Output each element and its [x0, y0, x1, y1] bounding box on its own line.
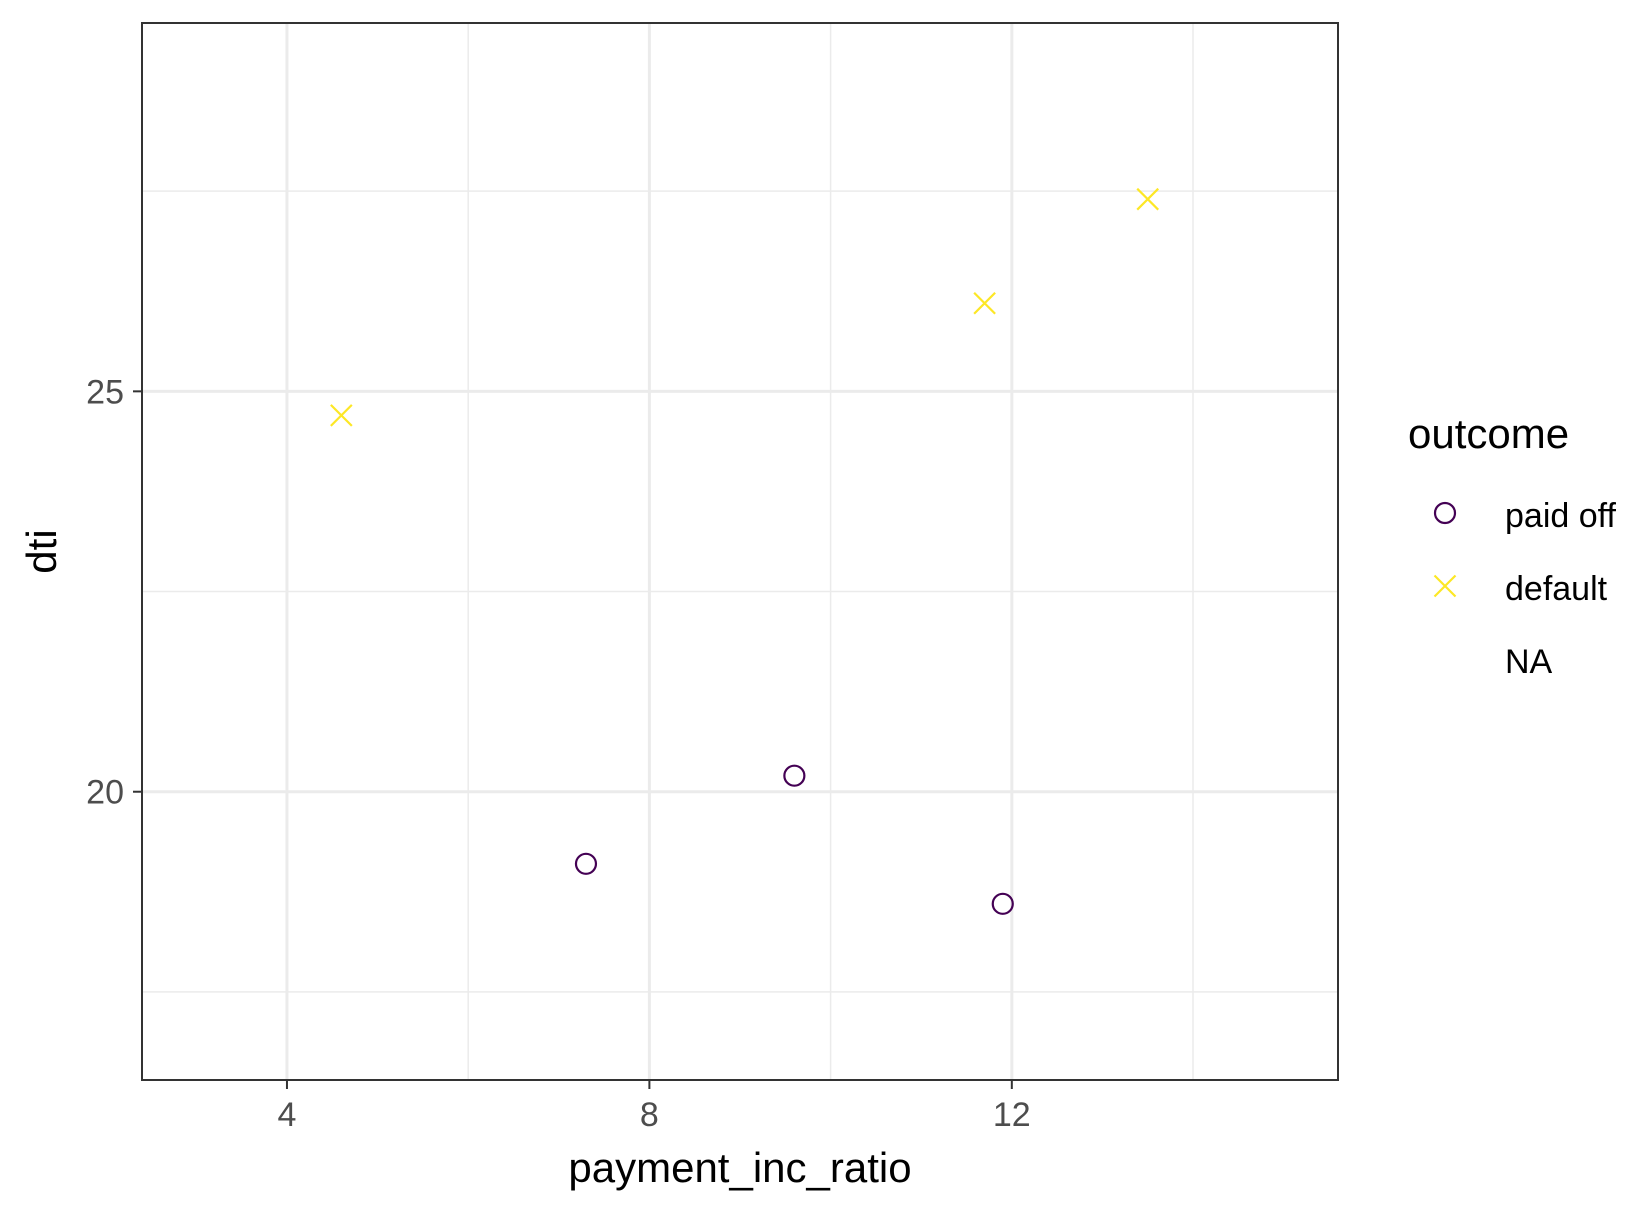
legend-key-cross — [1433, 574, 1457, 598]
default-point — [330, 404, 353, 427]
legend-title: outcome — [1408, 410, 1569, 457]
paid-off-point — [574, 852, 598, 875]
default-point — [973, 291, 996, 315]
x-tick-label: 8 — [640, 1096, 659, 1134]
legend-label: default — [1505, 570, 1608, 608]
legend: outcome paid off default NA — [1408, 410, 1616, 681]
x-axis-title: payment_inc_ratio — [568, 1144, 911, 1191]
data-points — [330, 187, 1160, 915]
y-tick-label: 25 — [86, 373, 124, 411]
legend-label: NA — [1505, 643, 1553, 681]
x-tick-label: 12 — [993, 1096, 1031, 1134]
x-tick-label: 4 — [278, 1096, 297, 1134]
y-tick-label: 20 — [86, 774, 124, 812]
default-point — [1136, 187, 1160, 211]
y-axis-title: dti — [18, 529, 65, 573]
legend-label: paid off — [1505, 497, 1616, 535]
axes: 4 8 12 20 25 — [86, 373, 1031, 1134]
legend-key-circle — [1433, 501, 1457, 525]
plot-panel-border — [141, 22, 1339, 1081]
paid-off-point — [991, 892, 1014, 915]
paid-off-point — [783, 764, 806, 787]
